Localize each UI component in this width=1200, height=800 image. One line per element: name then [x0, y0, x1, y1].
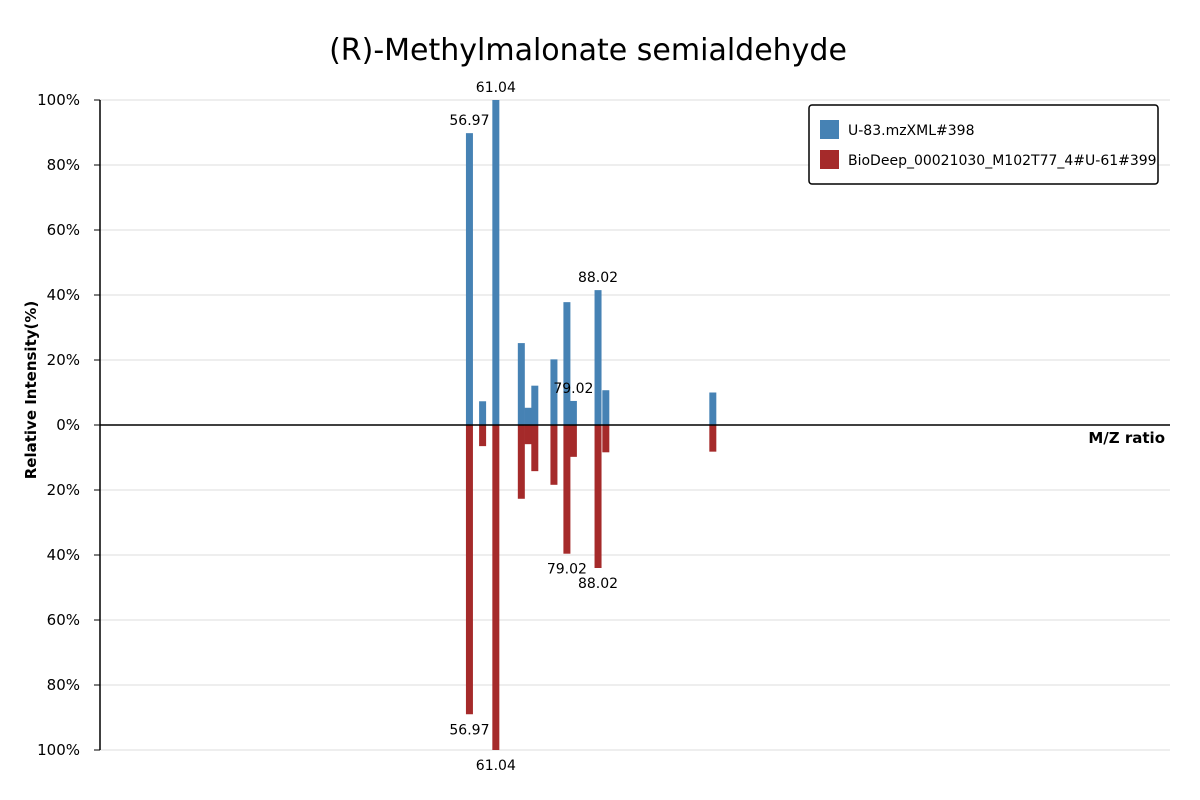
query-peak-bar — [594, 290, 602, 425]
legend-swatch-series-1 — [820, 120, 839, 139]
peak-label: 56.97 — [449, 113, 489, 129]
query-peak-bar — [479, 401, 487, 425]
query-peak-bar — [492, 100, 500, 425]
reference-peak-bar — [531, 425, 539, 472]
legend-swatch-series-2 — [820, 150, 839, 169]
reference-peak-bar — [465, 425, 473, 715]
legend-label-series-2: BioDeep_00021030_M102T77_4#U-61#399 — [848, 153, 1157, 169]
peak-label: 56.97 — [449, 722, 489, 738]
y-tick-label: 100% — [37, 91, 80, 109]
y-tick-label: 40% — [47, 546, 80, 564]
y-tick-label: 20% — [47, 351, 80, 369]
reference-peak-bar — [602, 425, 610, 453]
reference-peak-bar — [524, 425, 532, 445]
peak-label: 88.02 — [578, 576, 618, 592]
peak-label: 61.04 — [476, 758, 516, 774]
reference-peak-bar — [479, 425, 487, 447]
query-peak-bar — [709, 392, 717, 425]
y-tick-label: 0% — [56, 416, 80, 434]
y-axis-title: Relative Intensity(%) — [22, 301, 40, 480]
legend-label-series-1: U-83.mzXML#398 — [848, 123, 974, 139]
query-peak-bar — [602, 390, 610, 425]
y-tick-label: 80% — [47, 676, 80, 694]
x-axis-title: M/Z ratio — [1088, 429, 1165, 447]
peak-label: 79.02 — [553, 381, 593, 397]
reference-peak-bar — [709, 425, 717, 452]
query-peak-bar — [569, 400, 577, 425]
y-tick-label: 80% — [47, 156, 80, 174]
chart-title: (R)-Methylmalonate semialdehyde — [329, 33, 847, 68]
query-peak-bar — [517, 343, 525, 425]
reference-peak-bar — [550, 425, 558, 485]
y-tick-label: 20% — [47, 481, 80, 499]
peak-label: 61.04 — [476, 80, 516, 96]
legend-box — [808, 104, 1159, 185]
reference-peak-bar — [517, 425, 525, 499]
peak-label: 88.02 — [578, 270, 618, 286]
query-peak-bar — [465, 133, 473, 425]
y-tick-label: 100% — [37, 741, 80, 759]
query-peak-bar — [531, 385, 539, 425]
y-tick-label: 60% — [47, 221, 80, 239]
query-peak-bar — [550, 359, 558, 425]
grid-layer — [100, 99, 1170, 751]
y-tick-label: 40% — [47, 286, 80, 304]
reference-peak-bar — [569, 425, 577, 457]
y-tick-label: 60% — [47, 611, 80, 629]
peak-label: 79.02 — [547, 562, 587, 578]
legend: U-83.mzXML#398 BioDeep_00021030_M102T77_… — [808, 104, 1159, 185]
query-peak-bar — [563, 302, 571, 425]
reference-peak-bar — [492, 425, 500, 750]
axes-layer: 100% 80% 60% 40% 20% 0% 20% 40% 60% 80% 100% — [37, 91, 1170, 759]
bars-layer — [465, 100, 717, 750]
reference-peak-bar — [563, 425, 571, 554]
query-peak-bar — [524, 407, 532, 425]
reference-peak-bar — [594, 425, 602, 568]
